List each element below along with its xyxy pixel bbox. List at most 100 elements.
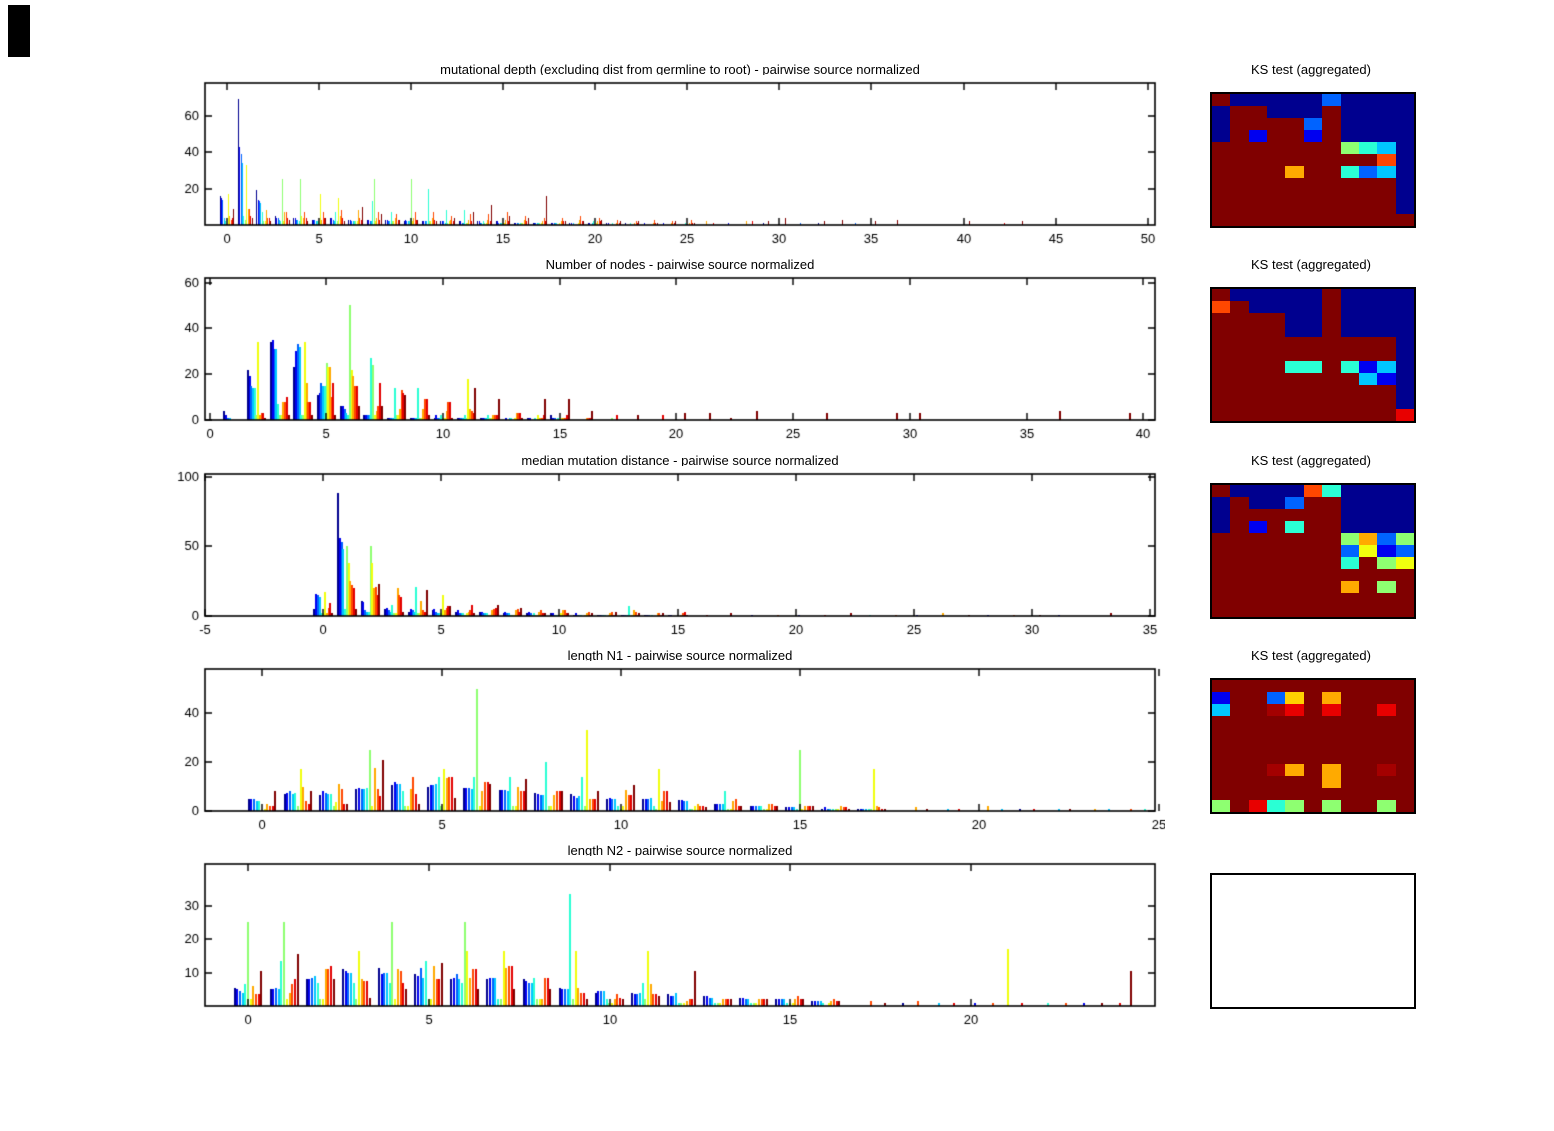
heatmap-cell — [1267, 130, 1286, 142]
heatmap-cell — [1285, 142, 1304, 154]
heatmap-cell — [1303, 202, 1323, 214]
heatmap-cell — [1322, 325, 1341, 337]
heatmap-cell — [1267, 142, 1286, 154]
heatmap-cell — [1267, 569, 1286, 581]
heatmap-cell — [1322, 533, 1341, 545]
heatmap-cell — [1212, 409, 1231, 421]
ks-test-title: KS test (aggregated) — [1251, 453, 1371, 468]
heatmap-cell — [1303, 301, 1323, 313]
heatmap-cell — [1285, 509, 1304, 521]
heatmap-cell — [1395, 800, 1414, 812]
heatmap-cell — [1285, 325, 1304, 337]
heatmap-cell — [1267, 581, 1286, 593]
plot-title-mutational-depth: mutational depth (excluding dist from ge… — [440, 62, 920, 77]
heatmap-cell — [1377, 214, 1396, 226]
heatmap-cell — [1267, 118, 1286, 130]
heatmap-cell — [1303, 178, 1323, 190]
heatmap-cell — [1303, 581, 1323, 593]
heatmap-cell — [1212, 509, 1231, 521]
heatmap-cell — [1230, 521, 1249, 533]
heatmap-cell — [1322, 581, 1341, 593]
heatmap-cell — [1377, 289, 1396, 301]
heatmap-cell — [1395, 752, 1414, 764]
heatmap-cell — [1285, 569, 1304, 581]
plot-title-number-of-nodes: Number of nodes - pairwise source normal… — [545, 257, 815, 272]
heatmap-cell — [1322, 94, 1341, 106]
heatmap-cell — [1285, 680, 1304, 692]
heatmap-cell — [1267, 301, 1286, 313]
heatmap-cell — [1212, 485, 1231, 497]
heatmap-cell — [1377, 533, 1396, 545]
heatmap-cell — [1212, 788, 1231, 800]
heatmap-cell — [1377, 776, 1396, 788]
heatmap-cell — [1377, 557, 1396, 569]
heatmap-cell — [1212, 716, 1231, 728]
heatmap-cell — [1322, 728, 1341, 740]
heatmap-cell — [1212, 764, 1231, 776]
heatmap-cell — [1248, 214, 1268, 226]
heatmap-cell — [1395, 680, 1414, 692]
heatmap-cell — [1267, 289, 1286, 301]
heatmap-cell — [1212, 94, 1231, 106]
heatmap-cell — [1285, 337, 1304, 349]
heatmap-cell — [1248, 337, 1268, 349]
heatmap-cell — [1395, 509, 1414, 521]
heatmap-cell — [1285, 545, 1304, 557]
heatmap-cell — [1358, 716, 1378, 728]
heatmap-cell — [1230, 154, 1249, 166]
heatmap-cell — [1358, 545, 1378, 557]
heatmap-cell — [1322, 397, 1341, 409]
heatmap-cell — [1322, 692, 1341, 704]
heatmap-cell — [1340, 728, 1359, 740]
heatmap-cell — [1248, 142, 1268, 154]
heatmap-cell — [1285, 361, 1304, 373]
heatmap-cell — [1285, 202, 1304, 214]
bar-chart-mutational-depth — [145, 75, 1165, 257]
heatmap-cell — [1285, 716, 1304, 728]
heatmap-cell — [1358, 581, 1378, 593]
heatmap-cell — [1358, 142, 1378, 154]
heatmap-cell — [1395, 325, 1414, 337]
heatmap-cell — [1322, 521, 1341, 533]
heatmap-cell — [1303, 289, 1323, 301]
heatmap-cell — [1267, 361, 1286, 373]
heatmap-cell — [1230, 752, 1249, 764]
heatmap-cell — [1322, 361, 1341, 373]
heatmap-cell — [1230, 593, 1249, 605]
heatmap-cell — [1377, 313, 1396, 325]
heatmap-cell — [1395, 716, 1414, 728]
heatmap-cell — [1322, 214, 1341, 226]
heatmap-cell — [1248, 289, 1268, 301]
heatmap-cell — [1267, 545, 1286, 557]
heatmap-cell — [1285, 190, 1304, 202]
heatmap-cell — [1303, 118, 1323, 130]
heatmap-cell — [1358, 94, 1378, 106]
heatmap-cell — [1395, 581, 1414, 593]
heatmap-cell — [1358, 166, 1378, 178]
heatmap-cell — [1212, 202, 1231, 214]
heatmap-cell — [1377, 130, 1396, 142]
heatmap-cell — [1358, 728, 1378, 740]
heatmap-cell — [1377, 740, 1396, 752]
heatmap-cell — [1230, 497, 1249, 509]
heatmap-cell — [1395, 776, 1414, 788]
ks-test-title: KS test (aggregated) — [1251, 62, 1371, 77]
heatmap-cell — [1303, 361, 1323, 373]
heatmap-cell — [1285, 485, 1304, 497]
heatmap-cell — [1377, 361, 1396, 373]
heatmap-cell — [1358, 325, 1378, 337]
heatmap-cell — [1248, 740, 1268, 752]
heatmap-cell — [1303, 704, 1323, 716]
heatmap-cell — [1303, 325, 1323, 337]
heatmap-cell — [1340, 593, 1359, 605]
heatmap-cell — [1377, 509, 1396, 521]
heatmap-cell — [1267, 704, 1286, 716]
heatmap-cell — [1358, 361, 1378, 373]
heatmap-cell — [1267, 202, 1286, 214]
heatmap-cell — [1267, 409, 1286, 421]
heatmap-cell — [1230, 557, 1249, 569]
heatmap-cell — [1377, 728, 1396, 740]
heatmap-cell — [1340, 800, 1359, 812]
heatmap-cell — [1340, 557, 1359, 569]
heatmap-cell — [1395, 190, 1414, 202]
